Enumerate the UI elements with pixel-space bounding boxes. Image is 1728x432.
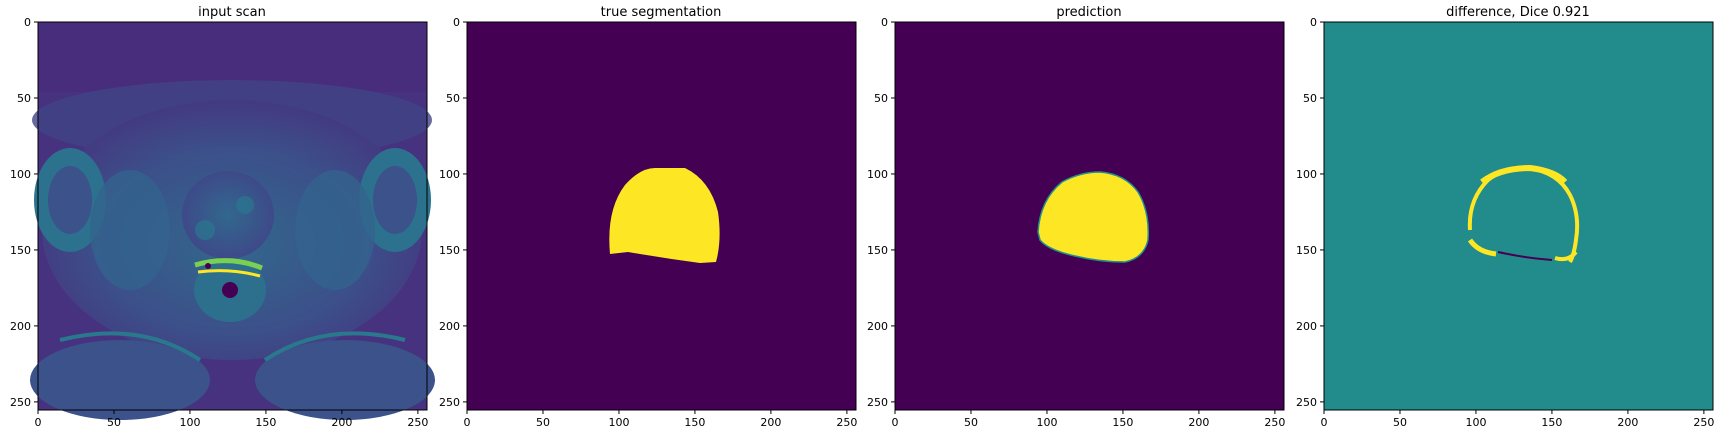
difference-bottom-right [1554,250,1578,262]
y-tick-label: 0 [24,16,31,29]
y-tick-label: 250 [439,396,460,409]
panel-title: prediction [1056,5,1121,20]
mri-image [30,22,435,420]
x-tick-label: 200 [1617,416,1638,429]
x-tick-label: 50 [107,416,121,429]
y-tick-label: 50 [1303,92,1317,105]
y-tick-label: 100 [10,168,31,181]
panel-difference: difference, Dice 0.921 [1323,5,1714,411]
x-tick-label: 0 [35,416,42,429]
y-tick-label: 200 [439,320,460,333]
y-tick-label: 50 [874,92,888,105]
x-tick-label: 200 [331,416,352,429]
difference-prediction-only [1497,251,1553,261]
difference-background [1324,22,1713,410]
x-tick-label: 250 [1264,416,1285,429]
y-tick-label: 200 [1296,320,1317,333]
y-tick-label: 100 [439,168,460,181]
x-tick-label: 150 [1112,416,1133,429]
difference-top-band [1480,164,1568,185]
x-tick-label: 200 [760,416,781,429]
y-tick-label: 0 [1310,16,1317,29]
x-tick-label: 100 [1036,416,1057,429]
y-tick-label: 250 [10,396,31,409]
panel-true-segmentation: true segmentation [466,5,857,411]
x-tick-label: 150 [255,416,276,429]
y-tick-label: 150 [439,244,460,257]
segmentation-mask [609,168,720,263]
panel-title: true segmentation [601,5,722,20]
x-tick-label: 0 [892,416,899,429]
difference-bottom-left [1467,238,1497,257]
x-tick-label: 250 [1693,416,1714,429]
prediction-mask [1037,171,1150,263]
y-tick-label: 250 [867,396,888,409]
y-tick-label: 50 [17,92,31,105]
y-tick-label: 150 [867,244,888,257]
x-tick-label: 150 [1541,416,1562,429]
x-tick-label: 0 [1321,416,1328,429]
x-tick-label: 50 [1393,416,1407,429]
panel-input-scan: input scan [30,5,435,420]
panel-title: input scan [198,5,266,20]
y-tick-label: 100 [1296,168,1317,181]
x-tick-label: 100 [608,416,629,429]
y-tick-label: 250 [1296,396,1317,409]
axes-frame [894,21,1285,411]
panel-prediction: prediction [894,5,1285,411]
y-tick-label: 50 [446,92,460,105]
y-tick-label: 150 [10,244,31,257]
x-tick-label: 250 [407,416,428,429]
x-tick-label: 100 [1465,416,1486,429]
y-tick-label: 150 [1296,244,1317,257]
panel-title: difference, Dice 0.921 [1446,5,1590,20]
y-tick-label: 0 [453,16,460,29]
x-tick-label: 50 [536,416,550,429]
x-tick-label: 200 [1188,416,1209,429]
y-tick-label: 100 [867,168,888,181]
y-tick-label: 0 [881,16,888,29]
y-tick-label: 200 [10,320,31,333]
axes-frame [466,21,857,411]
axes-frame [37,21,428,411]
x-tick-label: 100 [179,416,200,429]
axes-frame [1323,21,1714,411]
y-tick-label: 200 [867,320,888,333]
x-tick-label: 250 [836,416,857,429]
x-tick-label: 0 [464,416,471,429]
x-tick-label: 150 [684,416,705,429]
axis-ticks: 0 50 100 150 200 250 0 50 100 150 200 250 0 50 100 150 2… [10,16,1714,429]
x-tick-label: 50 [964,416,978,429]
